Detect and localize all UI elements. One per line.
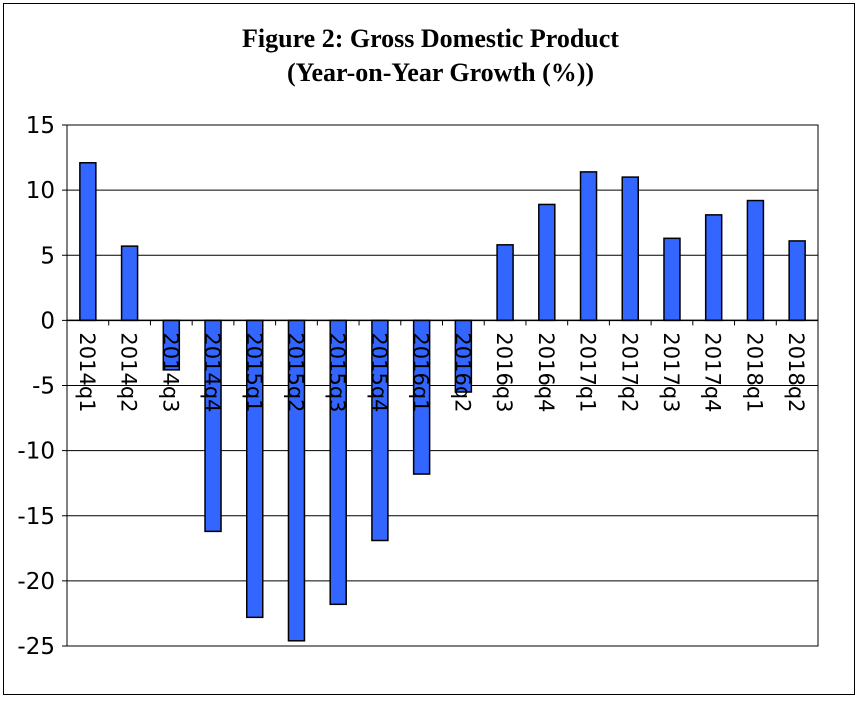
x-category-label: 2015q2 bbox=[283, 332, 307, 412]
y-tick-label: -20 bbox=[17, 569, 55, 595]
x-category-label: 2014q3 bbox=[158, 332, 182, 412]
y-tick-label: -15 bbox=[17, 504, 55, 530]
bar bbox=[663, 237, 681, 322]
chart-title: Figure 2: Gross Domestic Product (Year-o… bbox=[0, 22, 861, 90]
x-category-label: 2014q2 bbox=[117, 332, 141, 412]
x-category-label: 2017q4 bbox=[701, 332, 725, 412]
y-tick-label: -5 bbox=[32, 374, 55, 400]
x-category-label: 2014q4 bbox=[200, 332, 224, 412]
bar bbox=[746, 199, 765, 322]
bar bbox=[120, 245, 139, 322]
x-category-label: 2016q2 bbox=[450, 332, 474, 412]
x-category-label: 2016q3 bbox=[492, 332, 516, 412]
y-tick-label: 10 bbox=[26, 178, 55, 204]
chart-title-line2: (Year-on-Year Growth (%)) bbox=[286, 58, 595, 87]
chart-title-line1: Figure 2: Gross Domestic Product bbox=[242, 24, 619, 53]
x-category-label: 2016q4 bbox=[534, 332, 558, 412]
y-tick-label: 5 bbox=[40, 243, 55, 269]
bar bbox=[79, 162, 97, 322]
x-category-label: 2018q2 bbox=[784, 332, 808, 412]
bar bbox=[788, 240, 806, 322]
bar bbox=[621, 176, 639, 322]
bar bbox=[579, 171, 598, 322]
x-category-label: 2018q1 bbox=[742, 332, 766, 412]
x-category-label: 2014q1 bbox=[75, 332, 99, 412]
bar bbox=[496, 244, 514, 322]
y-tick-label: 0 bbox=[40, 308, 55, 334]
x-category-label: 2015q3 bbox=[325, 332, 349, 412]
x-category-label: 2015q1 bbox=[242, 332, 266, 412]
y-tick-label: -10 bbox=[17, 439, 55, 465]
y-tick-label: 15 bbox=[26, 113, 55, 139]
x-category-label: 2017q1 bbox=[576, 332, 600, 412]
bar bbox=[704, 214, 723, 322]
y-tick-label: -25 bbox=[17, 634, 55, 660]
bar bbox=[538, 203, 556, 322]
x-category-label: 2017q2 bbox=[617, 332, 641, 412]
x-category-label: 2015q4 bbox=[367, 332, 391, 412]
x-category-label: 2017q3 bbox=[659, 332, 683, 412]
x-category-label: 2016q1 bbox=[409, 332, 433, 412]
